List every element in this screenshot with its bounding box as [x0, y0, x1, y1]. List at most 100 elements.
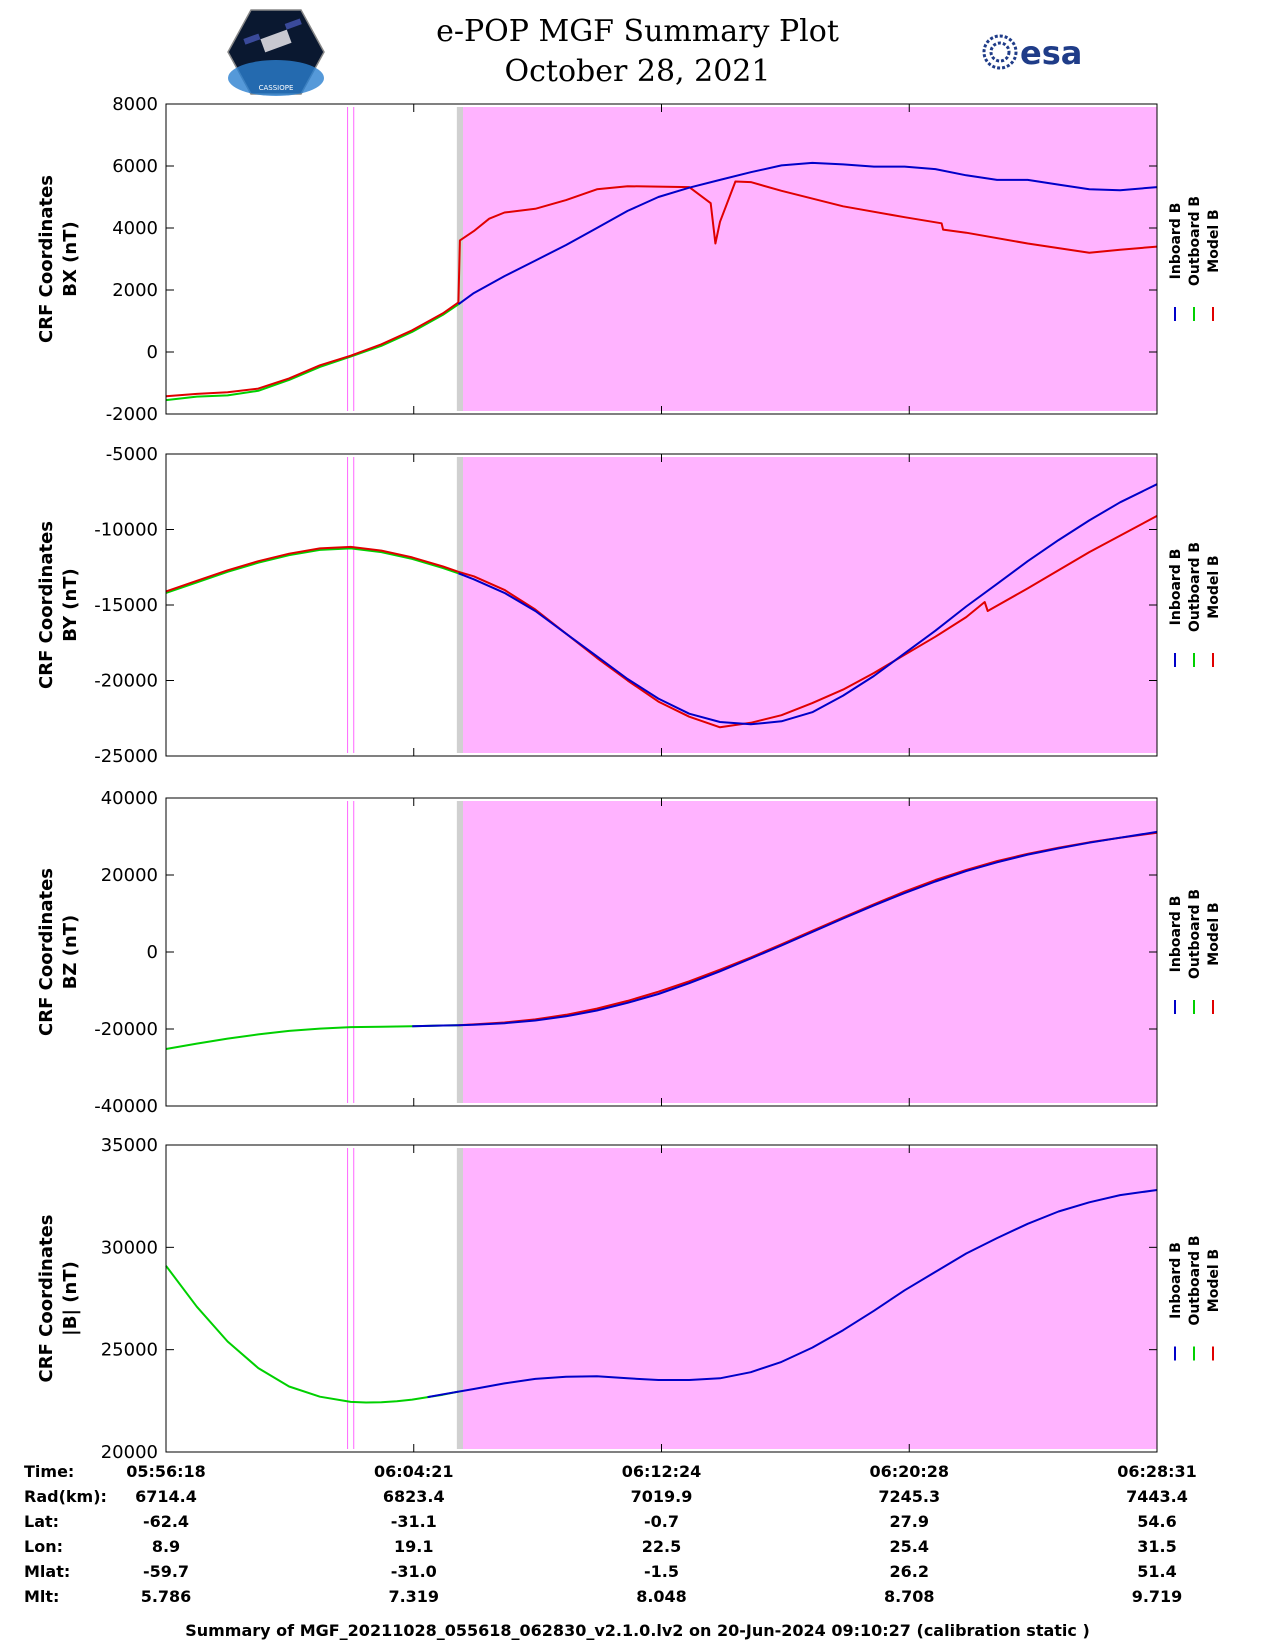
legend-label: Inboard B: [1168, 549, 1184, 626]
y-tick-label: 2000: [112, 280, 158, 301]
info-row-value: 06:20:28: [869, 1462, 950, 1481]
info-row-label: Time:: [24, 1462, 75, 1481]
y-tick-label: -20000: [94, 1019, 158, 1040]
esa-logo: esa: [982, 34, 1082, 72]
info-row-value: 9.719: [1131, 1587, 1183, 1606]
y-tick-label: 25000: [101, 1340, 158, 1361]
plot-title: e-POP MGF Summary Plot: [436, 14, 839, 49]
panel-2: -5000 -10000 -15000 -20000 -25000 CRF Coordin…: [36, 444, 1222, 767]
y-tick-label: 6000: [112, 156, 158, 177]
legend-label: Outboard B: [1187, 542, 1203, 632]
legend-label: Inboard B: [1168, 203, 1184, 280]
legend-label: Outboard B: [1187, 196, 1203, 286]
legend-label: Model B: [1206, 209, 1222, 272]
y-axis-label: CRF Coordinates BY (nT): [36, 521, 81, 689]
y-tick-label: 30000: [101, 1237, 158, 1258]
flag-region-gray: [456, 457, 463, 753]
y-tick-label: -5000: [106, 444, 158, 465]
series-outboard-b: [165, 1265, 459, 1404]
info-row-value: 6823.4: [382, 1487, 445, 1506]
series-inboard-b: [457, 161, 1158, 306]
info-row-label: Rad(km):: [24, 1487, 107, 1506]
info-row-label: Lon:: [24, 1537, 63, 1556]
info-row-value: 7443.4: [1126, 1487, 1188, 1506]
series-inboard-b: [412, 830, 1158, 1028]
legend-label: Outboard B: [1187, 1235, 1203, 1325]
plot-header: CASSIOPE e-POP MGF Summary Plot October …: [0, 0, 1275, 100]
flag-region-pink: [462, 1148, 1157, 1449]
info-row-value: 7245.3: [878, 1487, 941, 1506]
info-row-value: 25.4: [889, 1537, 929, 1556]
info-row-value: -59.7: [142, 1562, 190, 1581]
plot-date: October 28, 2021: [504, 54, 771, 89]
info-row-value: 6714.4: [135, 1487, 197, 1506]
flag-region-pink: [462, 801, 1157, 1103]
cassiope-logo: CASSIOPE: [227, 9, 325, 96]
y-tick-label: 8000: [112, 94, 158, 115]
y-tick-label: -20000: [94, 671, 158, 692]
series-model-b: [165, 515, 1158, 729]
y-tick-label: 4000: [112, 218, 158, 239]
flag-region-pink: [462, 457, 1157, 753]
y-tick-label: 0: [147, 942, 158, 963]
info-row-value: 7.319: [388, 1587, 440, 1606]
info-row-value: 06:12:24: [621, 1462, 702, 1481]
info-row-value: 06:04:21: [373, 1462, 454, 1481]
series-inboard-b: [458, 483, 1158, 726]
info-row-value: -1.5: [644, 1562, 679, 1581]
y-tick-label: -25000: [94, 746, 158, 767]
y-tick-label: -15000: [94, 595, 158, 616]
svg-text:CASSIOPE: CASSIOPE: [259, 84, 294, 92]
info-row-value: 51.4: [1137, 1562, 1177, 1581]
flag-region-gray: [456, 1148, 463, 1449]
panel-4: 35000 30000 25000 20000 CRF Coordinates |B| (…: [36, 1135, 1222, 1462]
info-row-value: 26.2: [889, 1562, 929, 1581]
flag-region-pink: [462, 107, 1157, 411]
y-tick-label: 20000: [101, 1442, 158, 1462]
info-row-value: 31.5: [1137, 1537, 1177, 1556]
info-row-value: -31.0: [390, 1562, 437, 1581]
info-row-value: 7019.9: [630, 1487, 693, 1506]
legend-label: Inboard B: [1168, 896, 1184, 973]
legend-label: Outboard B: [1187, 889, 1203, 979]
y-axis-label: CRF Coordinates BX (nT): [36, 175, 81, 343]
info-row-value: 8.9: [151, 1537, 181, 1556]
info-row-value: 8.708: [883, 1587, 935, 1606]
info-row-value: 19.1: [394, 1537, 434, 1556]
info-row-value: 22.5: [641, 1537, 682, 1556]
y-axis-label: CRF Coordinates BZ (nT): [36, 868, 81, 1036]
y-tick-label: 40000: [101, 788, 158, 809]
info-row-value: -0.7: [644, 1512, 679, 1531]
orbit-info-table: Time: 05:56:18 06:04:21 06:12:24 06:20:28 06:…: [0, 1462, 1275, 1612]
info-row-value: -31.1: [390, 1512, 437, 1531]
legend-label: Inboard B: [1168, 1242, 1184, 1319]
y-tick-label: -2000: [106, 404, 158, 425]
info-row-label: Mlt:: [24, 1587, 60, 1606]
info-row-value: 06:28:31: [1117, 1462, 1197, 1481]
info-row-label: Mlat:: [24, 1562, 71, 1581]
panel-3: 40000 20000 0 -20000 -40000 CRF Coordinates BZ…: [36, 788, 1222, 1117]
y-tick-label: 35000: [101, 1135, 158, 1156]
flag-region-gray: [456, 801, 463, 1103]
legend-label: Model B: [1206, 902, 1222, 965]
legend-label: Model B: [1206, 555, 1222, 618]
info-row-value: 54.6: [1137, 1512, 1177, 1531]
series-outboard-b: [165, 303, 459, 402]
y-axis-label: CRF Coordinates |B| (nT): [36, 1215, 81, 1383]
series-model-b: [165, 180, 1158, 398]
legend-label: Model B: [1206, 1249, 1222, 1312]
footer-summary: Summary of MGF_20211028_055618_062830_v2…: [185, 1621, 1090, 1640]
info-row-value: 5.786: [140, 1587, 192, 1606]
series-inboard-b: [427, 1189, 1158, 1399]
series-outboard-b: [165, 1024, 459, 1050]
info-row-value: 05:56:18: [126, 1462, 206, 1481]
svg-text:esa: esa: [1020, 34, 1082, 72]
info-row-value: 8.048: [636, 1587, 687, 1606]
y-tick-label: -40000: [94, 1096, 158, 1117]
y-tick-label: 20000: [101, 865, 158, 886]
info-row-label: Lat:: [24, 1512, 60, 1531]
y-tick-label: -10000: [94, 520, 158, 541]
y-tick-label: 0: [147, 342, 158, 363]
info-row-value: 27.9: [889, 1512, 929, 1531]
